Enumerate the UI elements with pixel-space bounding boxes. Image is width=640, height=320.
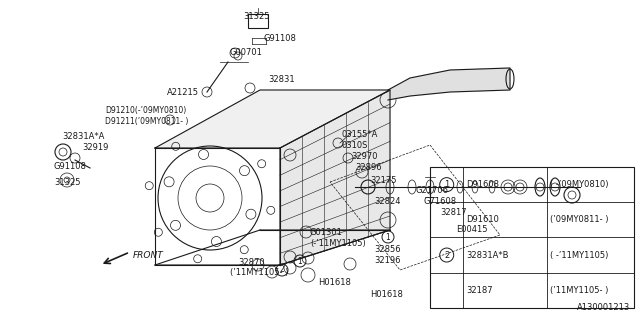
Text: 32831: 32831 [268,75,294,84]
Text: 32831A*A: 32831A*A [62,132,104,141]
Text: 32856: 32856 [374,245,401,254]
Text: 31325: 31325 [244,12,270,21]
Text: 0310S: 0310S [342,141,369,150]
Text: 03155*A: 03155*A [342,130,378,139]
Text: 32196: 32196 [374,256,401,265]
Text: G91108: G91108 [264,34,297,43]
Text: ( -’11MY1105): ( -’11MY1105) [550,251,608,260]
Text: (-’11MY1105): (-’11MY1105) [310,239,365,248]
Polygon shape [388,68,510,100]
Text: G01301: G01301 [310,228,343,237]
Text: A130001213: A130001213 [577,303,630,312]
Text: 32824: 32824 [374,197,401,206]
Text: G91108: G91108 [54,162,87,171]
Text: 32896: 32896 [355,163,381,172]
Text: 1: 1 [444,180,449,189]
Polygon shape [155,90,390,148]
Text: FRONT: FRONT [133,251,164,260]
Text: D91610: D91610 [467,215,499,224]
Text: G00701: G00701 [230,48,263,57]
Text: ( -’09MY0810): ( -’09MY0810) [550,180,608,189]
Text: (’09MY0811- ): (’09MY0811- ) [550,215,608,224]
Polygon shape [280,90,390,265]
Text: 2: 2 [444,251,449,260]
Text: 2: 2 [280,266,284,275]
Text: G21706: G21706 [415,186,448,195]
Text: D91608: D91608 [467,180,499,189]
Text: 1: 1 [298,257,302,266]
Text: 32175: 32175 [370,176,397,185]
Text: D91210(-’09MY0810): D91210(-’09MY0810) [105,106,186,115]
Text: 32970: 32970 [351,152,378,161]
Text: 32817: 32817 [440,208,467,217]
Text: 31325: 31325 [54,178,81,187]
Text: (’11MY1105- ): (’11MY1105- ) [230,268,289,277]
Text: E00415: E00415 [456,225,488,234]
Text: G71608: G71608 [424,197,457,206]
Text: D91211(’09MY0811- ): D91211(’09MY0811- ) [105,117,188,126]
Bar [248,14,268,28]
Text: 32870: 32870 [238,258,264,267]
Text: 32187: 32187 [467,286,493,295]
Text: H01618: H01618 [318,278,351,287]
Text: (’11MY1105- ): (’11MY1105- ) [550,286,608,295]
Bar [430,167,634,308]
Text: 1: 1 [386,233,390,242]
Text: H01618: H01618 [370,290,403,299]
Text: A21215: A21215 [167,88,199,97]
Text: 32919: 32919 [82,143,108,152]
Text: 32831A*B: 32831A*B [467,251,509,260]
